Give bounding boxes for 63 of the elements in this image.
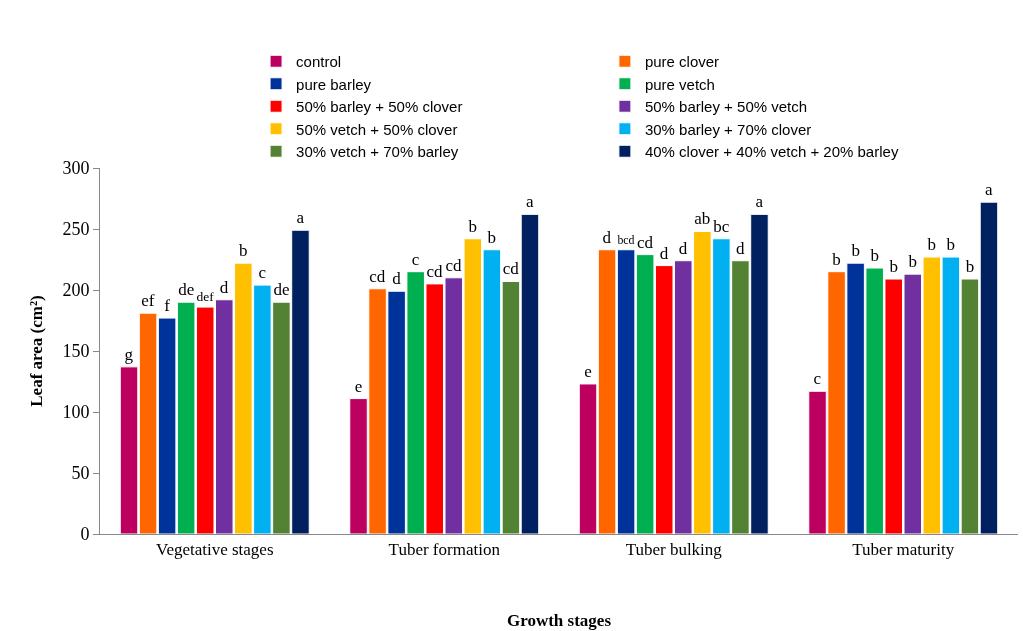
legend-label: pure vetch [644, 75, 715, 93]
y-axis-title: Leaf area (cm²) [26, 295, 46, 407]
data-label: c [411, 249, 420, 269]
x-tick-label: Tuber bulking [625, 540, 723, 560]
legend-label: 50% vetch + 50% clover [296, 120, 458, 138]
data-label: b [468, 216, 478, 236]
data-label: d [659, 243, 669, 263]
data-label: b [487, 227, 497, 247]
data-label: g [124, 344, 134, 364]
y-tick-label: 50 [71, 463, 90, 484]
y-tick-label: 200 [62, 280, 90, 301]
y-tick-label: 100 [62, 402, 90, 423]
data-label: a [984, 180, 993, 200]
data-label: e [584, 361, 592, 381]
data-label: d [602, 227, 612, 247]
y-tick-label: 0 [80, 524, 90, 545]
y-tick-label: 300 [62, 158, 90, 179]
data-label: cd [426, 261, 443, 281]
legend-label: pure clover [644, 53, 720, 71]
data-label: c [258, 263, 267, 283]
legend-label: 50% barley + 50% clover [296, 98, 463, 116]
data-label: bcd [617, 232, 635, 247]
data-label: bc [713, 216, 730, 236]
data-label: cd [636, 232, 654, 252]
data-label: b [908, 252, 918, 272]
data-label: b [927, 235, 937, 255]
x-tick-label: Tuber maturity [852, 540, 955, 560]
legend-label: pure barley [296, 75, 372, 93]
data-label: d [219, 277, 229, 297]
data-label: ab [694, 209, 711, 229]
y-tick-label: 150 [62, 341, 90, 362]
data-label: de [178, 280, 195, 300]
data-label: b [946, 235, 956, 255]
data-label: b [832, 249, 841, 269]
data-label: def [196, 288, 215, 304]
legend-label: 40% clover + 40% vetch + 20% barley [644, 143, 899, 161]
data-label: f [164, 296, 171, 316]
data-label: b [965, 257, 975, 277]
x-tick-label: Vegetative stages [155, 540, 274, 560]
data-label: b [239, 241, 248, 261]
x-tick-label: Tuber formation [388, 540, 501, 560]
legend-label: 30% barley + 70% clover [644, 120, 812, 138]
data-label: cd [445, 255, 463, 275]
data-label: cd [369, 266, 386, 286]
data-label: b [889, 257, 898, 277]
data-label: d [392, 269, 402, 289]
data-label: ef [141, 291, 155, 311]
data-label: e [354, 376, 363, 396]
data-label: b [870, 246, 879, 266]
data-label: a [525, 192, 534, 212]
legend-label: control [296, 53, 342, 71]
data-label: de [273, 280, 290, 300]
data-label: a [755, 192, 764, 212]
x-axis-title: Growth stages [506, 610, 612, 630]
data-label: c [813, 369, 822, 389]
data-label: a [296, 208, 305, 228]
legend-label: 50% barley + 50% vetch [644, 98, 808, 116]
y-tick-label: 250 [62, 219, 90, 240]
data-label: cd [502, 259, 520, 279]
data-label: b [851, 241, 860, 261]
legend-label: 30% vetch + 70% barley [296, 143, 459, 161]
data-label: d [678, 238, 688, 258]
data-label: d [735, 238, 745, 258]
